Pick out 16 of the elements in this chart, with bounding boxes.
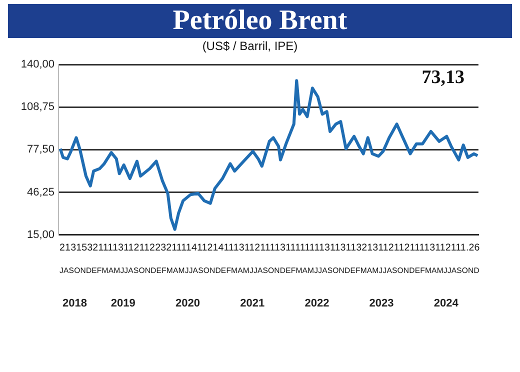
y-tick-label: 77,50 (27, 144, 55, 156)
x-tick-label: 2024 (434, 297, 460, 310)
y-tick-label: 15,00 (27, 228, 55, 241)
text: 213153211113112112232111141121411131121111311111111311311321311211211113112111.26 (60, 242, 480, 254)
annotation: 73,13 (422, 67, 464, 88)
y-tick-label: 108,75 (20, 101, 55, 114)
y-tick-label: 140,00 (20, 58, 55, 71)
chart-title: Petróleo Brent (8, 4, 512, 38)
y-tick-label: 46,25 (27, 186, 55, 198)
x-tick-label: 2023 (369, 297, 394, 310)
x-tick-label: 2018 (62, 297, 87, 310)
chart-subtitle: (US$ / Barril, IPE) (201, 38, 299, 54)
x-tick-label: 2019 (110, 297, 136, 310)
x-tick-label: 2020 (176, 297, 200, 310)
x-tick-label: 2022 (304, 297, 330, 310)
x-tick-label: 2021 (240, 297, 265, 310)
